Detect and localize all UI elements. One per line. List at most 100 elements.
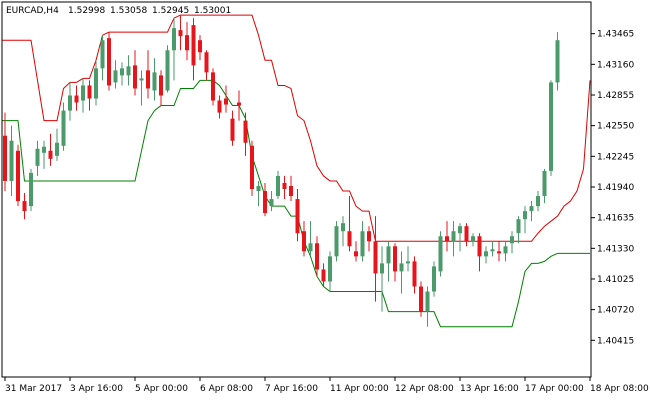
y-tick-label: 1.41635	[597, 214, 634, 224]
candle	[198, 35, 202, 61]
candle	[282, 175, 287, 200]
candle	[211, 68, 215, 106]
candle-body	[334, 226, 339, 257]
y-tick-label: 1.43160	[597, 60, 634, 70]
candle-body	[289, 185, 293, 197]
candle-body	[497, 251, 501, 254]
candle-body	[347, 231, 352, 247]
x-tick-label: 31 Mar 2017	[5, 384, 62, 394]
candle-body	[555, 40, 560, 83]
candle	[185, 22, 189, 61]
candle-body	[87, 85, 92, 99]
candle	[315, 236, 319, 277]
candle	[217, 95, 222, 119]
candle	[308, 221, 313, 257]
candle-body	[367, 231, 371, 242]
x-tick-label: 11 Apr 00:00	[330, 384, 389, 394]
candle-body	[419, 286, 423, 312]
candle-body	[29, 172, 33, 207]
candle	[503, 241, 508, 262]
candle	[29, 168, 33, 212]
candle	[432, 261, 436, 297]
candle-body	[269, 199, 274, 207]
candle	[393, 243, 397, 282]
candle-body	[464, 226, 469, 242]
candle	[191, 18, 196, 81]
y-tick-label: 1.41940	[597, 183, 634, 193]
candle	[263, 182, 267, 217]
candle-body	[406, 261, 410, 264]
x-axis: 31 Mar 2017 3 Apr 16:00 5 Apr 00:00 6 Apr 0…	[4, 377, 649, 394]
candle-body	[529, 206, 534, 212]
candle-body	[133, 65, 137, 89]
candle	[464, 223, 469, 247]
candle-body	[120, 68, 124, 76]
candle	[399, 251, 404, 294]
candle-body	[126, 66, 131, 76]
candle	[484, 246, 488, 264]
candle-body	[542, 170, 547, 197]
candle-body	[393, 246, 397, 272]
candle-body	[536, 196, 540, 207]
candle	[497, 241, 501, 262]
candle-body	[185, 35, 189, 51]
candle	[412, 256, 417, 294]
candle	[334, 221, 339, 262]
candle	[510, 231, 514, 254]
candle	[139, 70, 144, 106]
candle	[204, 50, 209, 81]
candle-body	[484, 251, 488, 257]
candle-body	[100, 40, 105, 69]
candle-body	[308, 243, 313, 252]
candle-body	[490, 249, 495, 252]
candle-body	[380, 263, 384, 274]
candle	[490, 241, 495, 257]
candle-body	[172, 28, 176, 51]
candle-body	[139, 78, 144, 81]
candle-body	[198, 40, 202, 53]
candle-body	[191, 25, 196, 66]
candle	[172, 18, 176, 81]
candle	[380, 246, 384, 312]
candle-body	[9, 140, 14, 181]
candle	[347, 196, 352, 252]
candle-body	[3, 135, 7, 181]
open-value: 1.52998	[68, 6, 105, 16]
candle-body	[256, 185, 261, 192]
candle-body	[230, 118, 235, 141]
candle-body	[328, 256, 332, 282]
candle	[269, 191, 274, 212]
candle	[328, 251, 332, 292]
candle	[516, 216, 521, 244]
candle	[445, 221, 449, 252]
low-value: 1.52945	[152, 6, 189, 16]
upper-channel-line	[1, 14, 591, 242]
candle	[373, 216, 378, 302]
candle	[302, 221, 306, 257]
candle	[113, 60, 118, 89]
candle	[243, 112, 248, 156]
candle-body	[178, 30, 183, 37]
candle	[237, 90, 241, 121]
candle	[477, 233, 482, 272]
candle-body	[263, 191, 267, 214]
candle	[438, 231, 443, 277]
lower-channel-line	[1, 79, 590, 328]
candle	[48, 133, 53, 166]
candle-body	[224, 98, 228, 105]
candle-body	[81, 85, 85, 101]
candle	[68, 82, 72, 121]
candle	[152, 58, 157, 101]
x-tick-label: 18 Apr 08:00	[590, 384, 649, 394]
candle-body	[321, 269, 326, 282]
candle	[9, 125, 14, 197]
candle	[451, 221, 456, 257]
candle	[146, 50, 150, 99]
candle-body	[211, 72, 215, 101]
candle-body	[237, 102, 241, 106]
candle-body	[74, 95, 79, 103]
y-tick-label: 1.42550	[597, 122, 634, 132]
candle-body	[399, 263, 404, 272]
